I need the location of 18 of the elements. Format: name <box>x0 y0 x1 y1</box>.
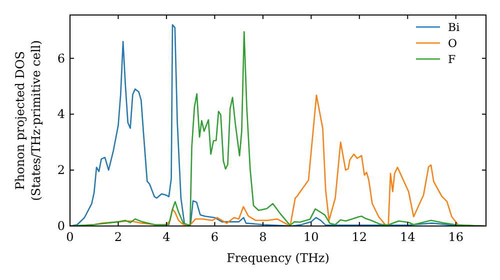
legend-label: F <box>448 53 456 66</box>
x-tick-label: 4 <box>162 230 171 244</box>
x-axis-title: Frequency (THz) <box>226 251 330 265</box>
x-tick-label: 6 <box>210 230 219 244</box>
x-tick-label: 16 <box>448 230 464 244</box>
y-axis-title: Phonon projected DOS (States/THz·primitive cell) <box>13 40 43 201</box>
x-tick-label: 2 <box>114 230 122 244</box>
y-tick-label: 2 <box>57 163 65 178</box>
y-tick-label: 4 <box>57 107 66 122</box>
legend-label: O <box>448 37 458 50</box>
x-tick-label: 12 <box>352 230 368 244</box>
x-tick-label: 0 <box>66 230 74 244</box>
y-tick-label: 6 <box>57 51 65 66</box>
x-tick-label: 14 <box>400 230 416 244</box>
x-tick-label: 10 <box>304 230 319 244</box>
y-tick-label: 0 <box>57 219 65 233</box>
legend-label: Bi <box>448 21 460 34</box>
x-tick-label: 8 <box>259 230 267 244</box>
